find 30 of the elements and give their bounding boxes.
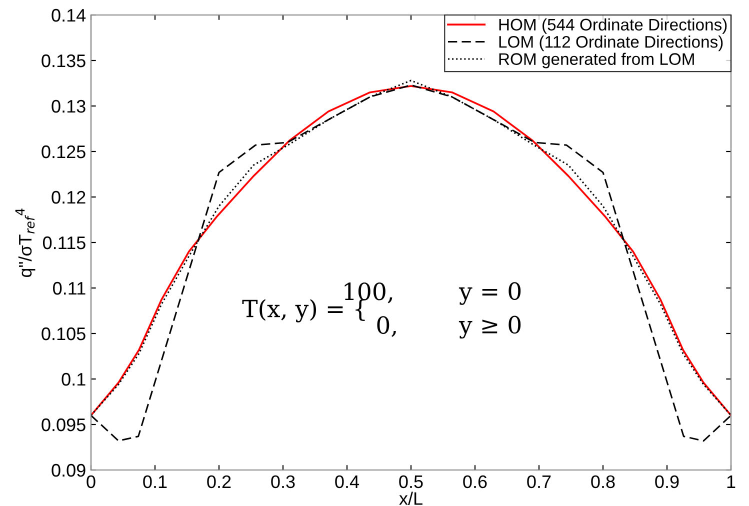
annotation: 0, (377, 316, 396, 337)
y-tick-label: 0.12 (52, 190, 86, 204)
annotation: y = 0 (458, 282, 521, 305)
x-tick-label: 0.2 (207, 475, 231, 488)
y-tick-label: 0.135 (42, 54, 86, 68)
x-tick-label: 0.7 (527, 475, 551, 488)
y-tick-label: 0.105 (42, 327, 86, 340)
legend-label: ROM generated from LOM (499, 52, 694, 68)
x-tick-label: 0.4 (335, 475, 360, 488)
y-tick-label: 0.14 (52, 8, 86, 22)
y-tick-label: 0.09 (52, 464, 86, 477)
x-tick-label: 0.3 (271, 475, 295, 488)
y-tick-label: 0.115 (42, 236, 86, 250)
y-axis-title: q"/σT$_{ref}$$^{4}$ (15, 208, 36, 278)
x-tick-label: 0.9 (655, 475, 679, 488)
legend-label: HOM (544 Ordinate Directions) (499, 18, 727, 34)
x-tick-label: 0.8 (591, 475, 615, 488)
legend-label: LOM (112 Ordinate Directions) (499, 36, 723, 52)
y-tick-label: 0.1 (62, 372, 86, 386)
y-tick-label: 0.11 (53, 282, 86, 295)
x-tick-label: 0 (86, 475, 96, 488)
x-tick-label: 0.6 (463, 475, 487, 488)
x-tick-label: 0.5 (399, 475, 423, 488)
annotation: y ≥ 0 (458, 316, 521, 339)
y-tick-label: 0.095 (42, 418, 86, 432)
x-tick-label: 1 (727, 476, 736, 488)
x-axis-title: x/L (399, 492, 422, 505)
x-tick-label: 0.1 (143, 475, 167, 488)
y-tick-label: 0.13 (52, 100, 86, 113)
y-tick-label: 0.125 (42, 145, 86, 158)
